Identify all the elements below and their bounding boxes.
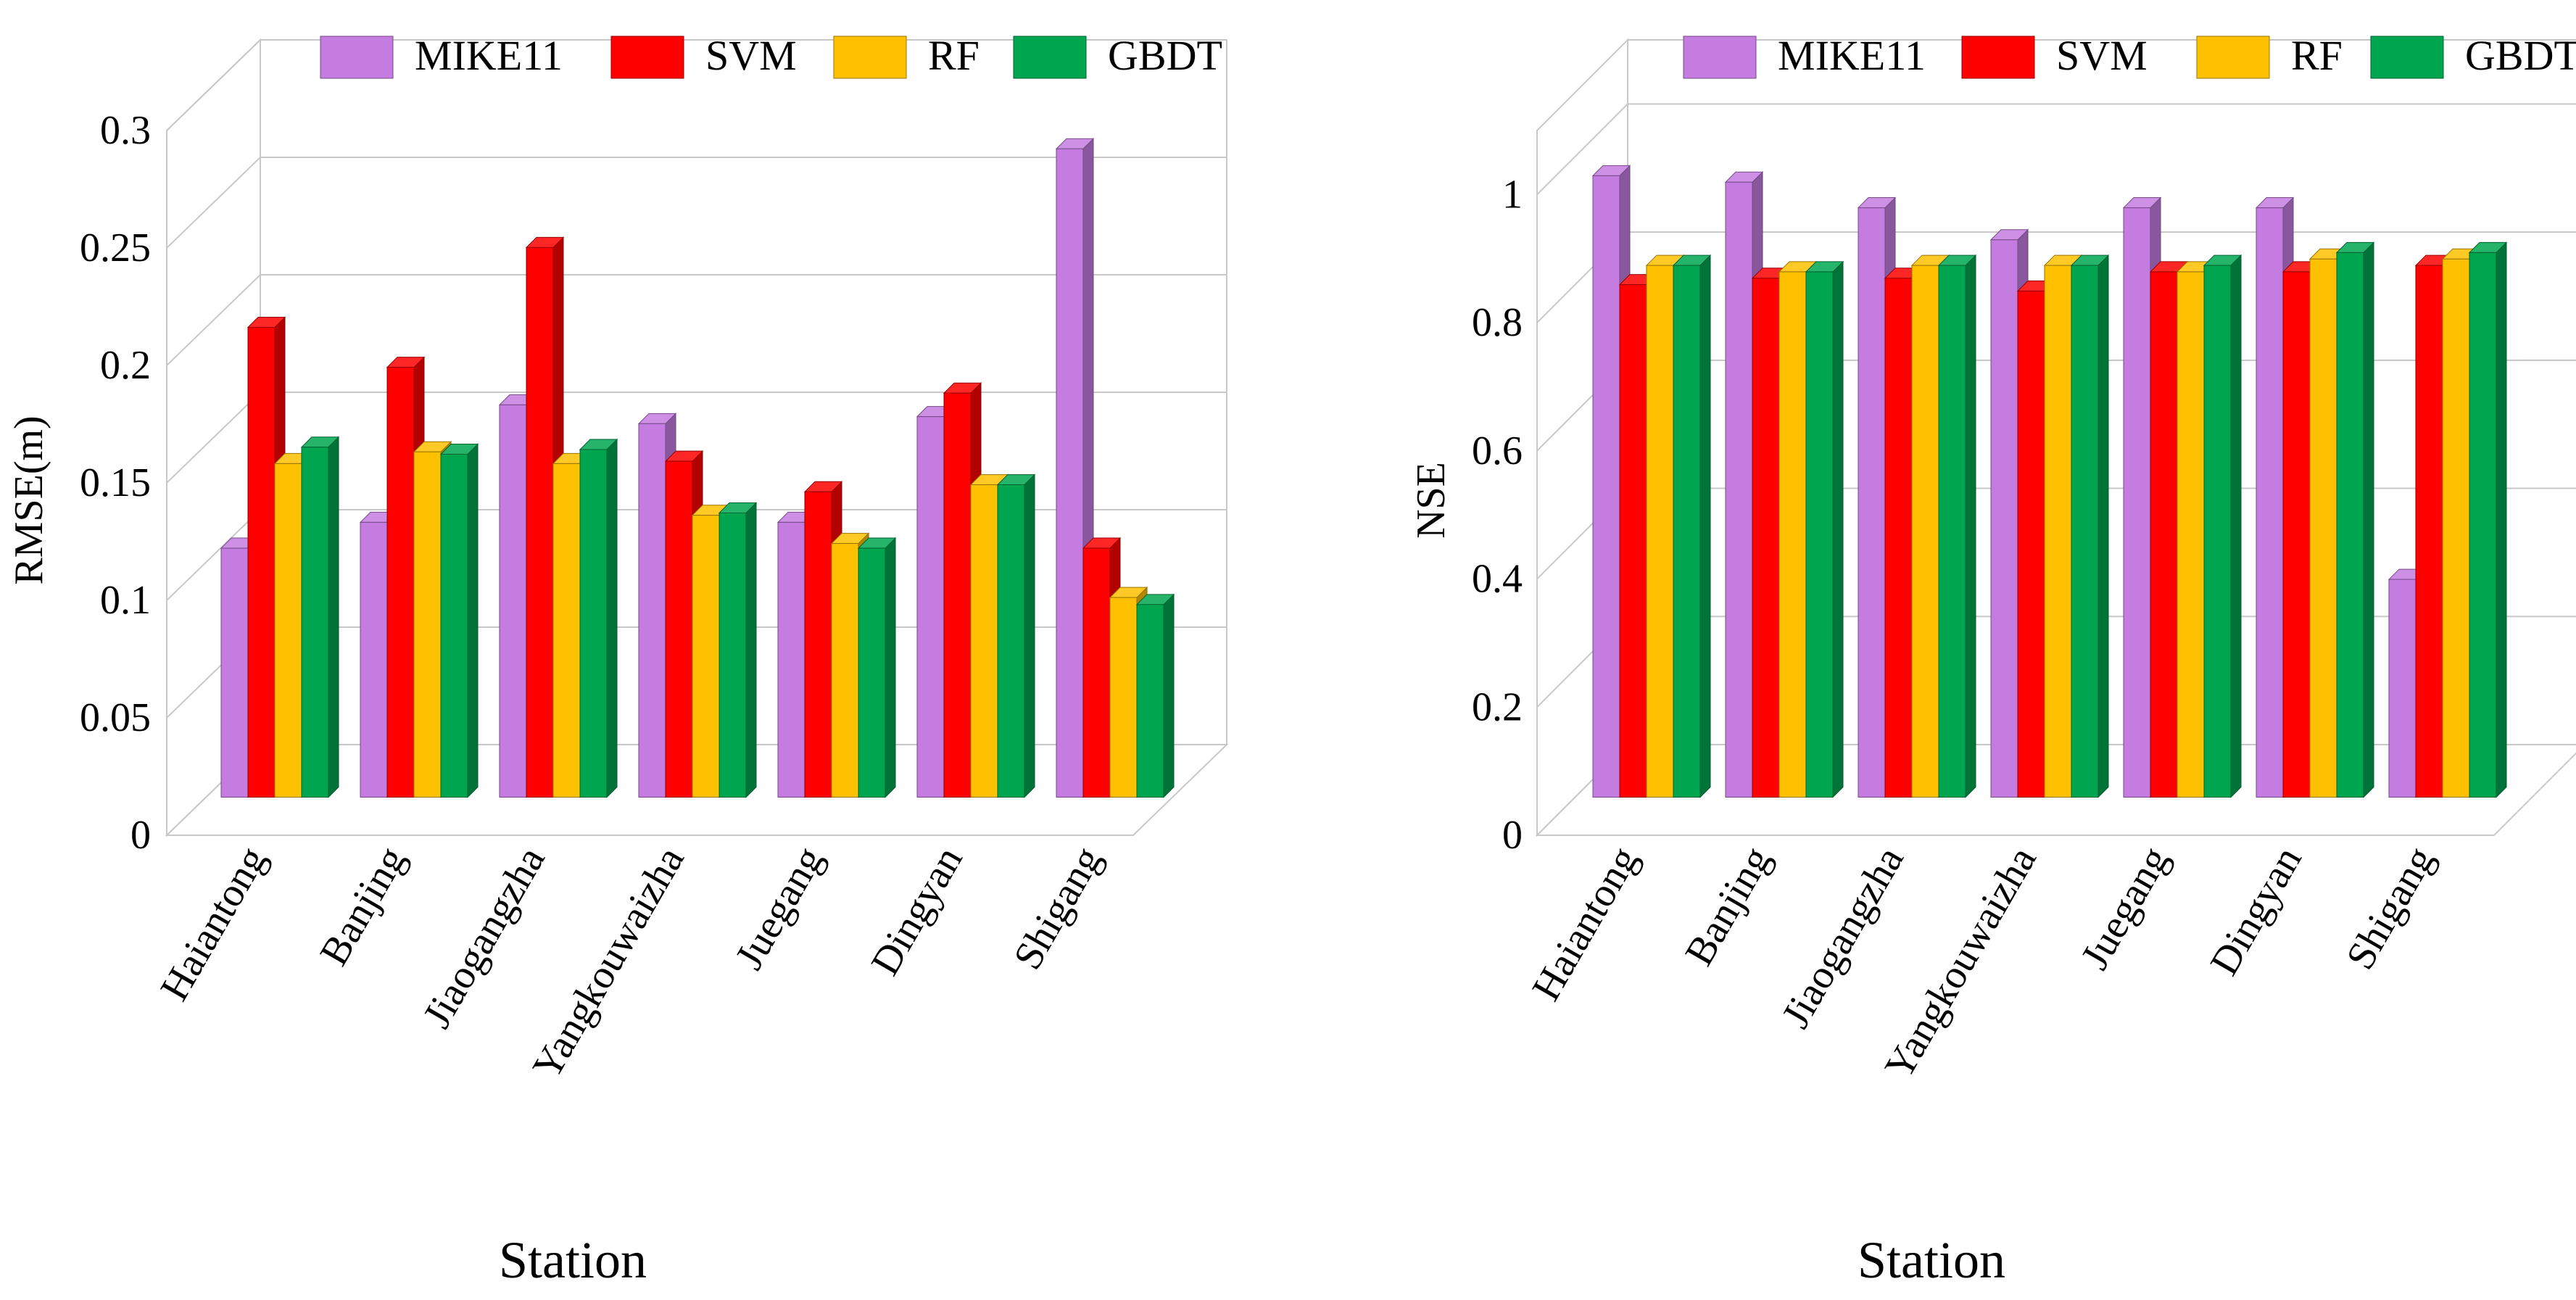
bar-gbdt-dingyan	[2335, 241, 2375, 798]
bar-gbdt-haiantong	[300, 436, 340, 798]
bar-gbdt-jiaogangzha	[1937, 254, 1977, 798]
bar-gbdt-shigang	[2468, 241, 2508, 798]
legend-label: GBDT	[1108, 32, 1222, 79]
rmse-chart-x-ticks: Haiantong Banjing JiaogangzhaYangkouwaizha…	[152, 839, 1110, 1086]
nse-y-tick-label: 0.8	[1472, 300, 1523, 345]
legend-swatch	[833, 36, 907, 79]
legend-swatch	[610, 36, 684, 79]
x-tick-label-jiaogangzha: Jiaogangzha	[415, 839, 554, 1035]
rmse-y-tick-label: 0.25	[80, 225, 151, 270]
bar-gbdt-dingyan	[996, 473, 1036, 798]
legend-label: SVM	[705, 32, 797, 79]
legend-item-mike11: MIKE11	[1683, 32, 1926, 79]
legend-label: RF	[928, 32, 980, 79]
x-tick-label-haiantong: Haiantong	[152, 840, 275, 1009]
legend-item-rf: RF	[2196, 32, 2343, 79]
rmse-y-tick-label: 0.05	[80, 695, 151, 740]
nse-y-tick-label: 0.2	[1472, 684, 1523, 729]
x-tick-label-shigang: Shigang	[1005, 840, 1110, 977]
nse-chart-y-axis-label: NSE	[1409, 462, 1454, 539]
bar-gbdt-yangkouwaizha	[2070, 254, 2110, 798]
rmse-chart-x-axis-label: Station	[499, 1231, 647, 1289]
bar-gbdt-yangkouwaizha	[718, 502, 758, 798]
x-tick-label-dingyan: Dingyan	[2202, 840, 2311, 983]
bar-gbdt-jiaogangzha	[579, 438, 618, 798]
legend-swatch	[2370, 36, 2444, 79]
nse-chart-legend: MIKE11 SVM RF GBDT	[1683, 32, 2576, 79]
legend-item-svm: SVM	[1961, 32, 2148, 79]
nse-y-tick-label: 1	[1502, 172, 1523, 217]
x-tick-label-haiantong: Haiantong	[1523, 840, 1647, 1009]
x-tick-label-jiaogangzha: Jiaogangzha	[1773, 839, 1913, 1035]
rmse-y-tick-label: 0.15	[80, 460, 151, 505]
nse-chart-x-ticks: Haiantong BanjingJiaogangzhaYangkouwaizha…	[1523, 839, 2443, 1086]
legend-label: GBDT	[2465, 32, 2576, 79]
nse-chart-x-axis-label: Station	[1858, 1231, 2005, 1289]
x-tick-label-shigang: Shigang	[2337, 840, 2443, 977]
rmse-y-tick-label: 0.2	[100, 343, 151, 388]
nse-chart-y-ticks: 0 0.2 0.4 0.6 0.8 1	[1472, 172, 1523, 858]
legend-swatch	[320, 36, 394, 79]
rmse-chart-y-axis-label: RMSE(m)	[7, 415, 51, 584]
legend-item-gbdt: GBDT	[2370, 32, 2576, 79]
rmse-chart-legend: MIKE11 SVM RF GBDT	[320, 32, 1222, 79]
rmse-y-tick-label: 0	[131, 813, 151, 858]
legend-item-rf: RF	[833, 32, 980, 79]
rmse-chart-bars	[220, 138, 1175, 798]
x-tick-label-banjing: Banjing	[311, 840, 414, 974]
nse-gridline	[1536, 103, 2576, 196]
bar-gbdt-juegang	[857, 537, 897, 798]
x-tick-label-dingyan: Dingyan	[863, 840, 972, 983]
legend-item-svm: SVM	[610, 32, 797, 79]
nse-y-tick-label: 0.6	[1472, 428, 1523, 473]
legend-label: RF	[2291, 32, 2343, 79]
rmse-y-tick-label: 0.3	[100, 108, 151, 153]
legend-swatch	[1683, 36, 1757, 79]
x-tick-label-banjing: Banjing	[1676, 840, 1779, 974]
rmse-chart-y-ticks: 0 0.05 0.1 0.15 0.2 0.25 0.3	[80, 108, 151, 858]
rmse-chart: 00.050.10.150.20.250.3 Haiantong Banjing J…	[7, 32, 1229, 1289]
x-tick-label-yangkouwaizha: Yangkouwaizha	[524, 839, 693, 1086]
legend-label: MIKE11	[415, 32, 563, 79]
legend-swatch	[1013, 36, 1087, 79]
nse-y-tick-label: 0	[1502, 813, 1523, 858]
x-tick-label-juegang: Juegang	[2072, 840, 2177, 977]
x-tick-label-juegang: Juegang	[726, 840, 832, 977]
rmse-gridline	[166, 274, 1227, 366]
nse-chart-bars	[1591, 165, 2508, 798]
legend-label: SVM	[2056, 32, 2148, 79]
rmse-y-tick-label: 0.1	[100, 578, 151, 623]
rmse-gridline	[166, 157, 1227, 249]
legend-item-mike11: MIKE11	[320, 32, 563, 79]
legend-label: MIKE11	[1778, 32, 1926, 79]
bar-gbdt-shigang	[1135, 593, 1175, 798]
bar-gbdt-haiantong	[1672, 254, 1712, 798]
legend-swatch	[1961, 36, 2035, 79]
bar-gbdt-banjing	[1805, 260, 1844, 798]
legend-item-gbdt: GBDT	[1013, 32, 1222, 79]
bar-gbdt-juegang	[2203, 254, 2242, 798]
legend-swatch	[2196, 36, 2270, 79]
bar-gbdt-banjing	[439, 443, 479, 798]
nse-y-tick-label: 0.4	[1472, 557, 1523, 602]
nse-chart: 0 0.2 0.4 0.6 0.8 1 Haiantong BanjingJiaogangz…	[1409, 32, 2576, 1289]
